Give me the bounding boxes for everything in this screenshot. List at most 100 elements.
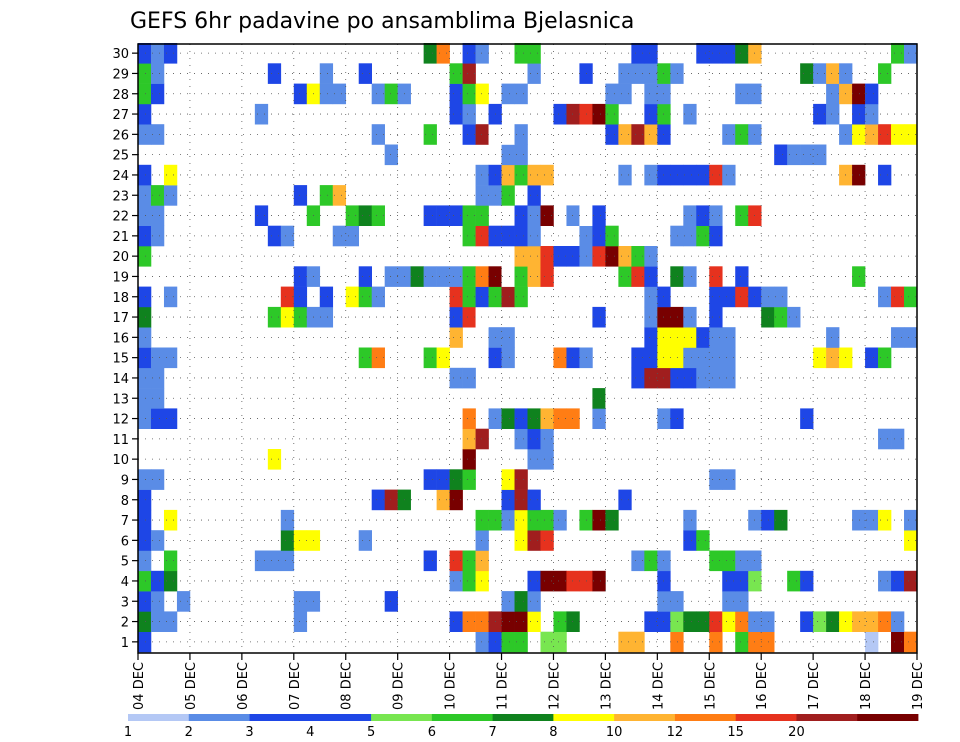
heatmap-cell: [293, 266, 308, 287]
heatmap-cell: [852, 164, 866, 186]
heatmap-cell: [605, 246, 619, 267]
y-tick-label: 15: [112, 352, 129, 367]
heatmap-cell: [501, 185, 515, 206]
heatmap-cell: [527, 266, 541, 287]
heatmap-cell: [878, 509, 892, 531]
heatmap-cell: [319, 63, 334, 84]
heatmap-cell: [163, 611, 178, 632]
heatmap-cell: [683, 347, 697, 369]
heatmap-cell: [254, 550, 269, 572]
heatmap-cell: [138, 550, 152, 572]
heatmap-cell: [163, 286, 178, 308]
heatmap-cell: [592, 388, 606, 409]
heatmap-cell: [384, 266, 398, 287]
heatmap-cell: [709, 611, 723, 632]
heatmap-cell: [709, 550, 723, 572]
y-tick-label: 22: [112, 210, 129, 225]
heatmap-cell: [150, 367, 165, 389]
heatmap-cell: [475, 205, 489, 226]
heatmap-cell: [280, 550, 295, 572]
heatmap-cell: [436, 205, 450, 226]
heatmap-cell: [852, 83, 866, 105]
heatmap-cell: [475, 428, 489, 450]
heatmap-cell: [540, 266, 554, 287]
heatmap-cell: [722, 611, 736, 632]
heatmap-cell: [501, 144, 515, 166]
heatmap-cell: [631, 246, 645, 267]
heatmap-cell: [475, 509, 489, 531]
heatmap-cell: [592, 246, 606, 267]
heatmap-cell: [904, 509, 918, 531]
heatmap-cell: [670, 225, 684, 247]
heatmap-cell: [891, 124, 905, 145]
heatmap-cell: [449, 63, 463, 84]
heatmap-cell: [670, 63, 684, 84]
heatmap-cell: [735, 591, 749, 612]
heatmap-cell: [735, 205, 749, 226]
heatmap-cell: [514, 164, 528, 186]
heatmap-cell: [761, 611, 775, 632]
heatmap-cell: [592, 509, 606, 531]
heatmap-cell: [722, 327, 736, 348]
heatmap-cell: [358, 205, 372, 226]
heatmap-cell: [605, 388, 619, 409]
heatmap-cell: [722, 286, 736, 308]
heatmap-cell: [501, 327, 515, 348]
colorbar-label: 7: [488, 725, 496, 740]
heatmap-cell: [514, 428, 528, 450]
heatmap-cell: [553, 246, 567, 267]
heatmap-cell: [501, 124, 515, 145]
colorbar-segment: [857, 714, 919, 721]
heatmap-cell: [449, 83, 463, 105]
heatmap-cell: [592, 103, 606, 125]
heatmap-cell: [891, 286, 905, 308]
y-tick-label: 4: [121, 575, 129, 590]
heatmap-cell: [644, 164, 658, 186]
heatmap-cell: [514, 266, 528, 287]
heatmap-cell: [462, 83, 476, 105]
heatmap-cell: [449, 205, 463, 226]
heatmap-cell: [618, 164, 632, 186]
heatmap-cell: [138, 164, 152, 186]
heatmap-cell: [345, 205, 360, 226]
heatmap-cell: [631, 63, 645, 84]
heatmap-cell: [527, 43, 541, 64]
heatmap-cell: [605, 124, 619, 145]
heatmap-cell: [566, 205, 580, 226]
heatmap-cell: [878, 124, 892, 145]
plot-frame: [137, 43, 918, 654]
colorbar-label: 4: [306, 725, 314, 740]
heatmap-cell: [384, 591, 398, 612]
heatmap-cell: [904, 570, 918, 592]
heatmap-cell: [449, 611, 463, 632]
heatmap-cell: [138, 306, 152, 328]
heatmap-cell: [150, 185, 165, 206]
heatmap-cell: [761, 286, 775, 308]
heatmap-cell: [449, 327, 463, 348]
heatmap-cell: [683, 103, 697, 125]
heatmap-cell: [631, 550, 645, 572]
heatmap-cell: [138, 83, 152, 105]
heatmap-cell: [514, 469, 528, 490]
heatmap-cell: [462, 225, 476, 247]
heatmap-cell: [709, 306, 723, 328]
heatmap-cell: [904, 286, 918, 308]
colorbar-label: 5: [367, 725, 375, 740]
heatmap-cell: [722, 43, 736, 64]
heatmap-cell: [540, 164, 554, 186]
y-tick-label: 24: [112, 169, 129, 184]
heatmap-cell: [501, 83, 515, 105]
heatmap-cell: [774, 306, 788, 328]
heatmap-cell: [878, 63, 892, 84]
colorbar-label: 6: [428, 725, 436, 740]
heatmap-cell: [904, 631, 918, 653]
y-tick-label: 30: [112, 47, 129, 62]
heatmap-cell: [761, 509, 775, 531]
heatmap-cell: [891, 611, 905, 632]
heatmap-cell: [618, 631, 632, 653]
heatmap-cell: [267, 63, 282, 84]
chart-title: GEFS 6hr padavine po ansamblima Bjelasni…: [130, 9, 634, 34]
heatmap-cell: [514, 144, 528, 166]
x-tick-label: 16 DEC: [755, 662, 770, 710]
heatmap-cell: [722, 469, 736, 490]
